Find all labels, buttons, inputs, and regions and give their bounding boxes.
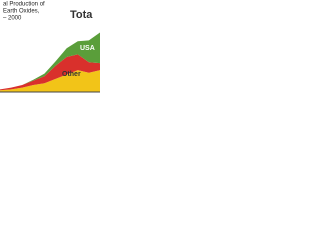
series-label: Other [62, 71, 81, 78]
chart-title-line: Earth Oxides, [3, 9, 40, 15]
series-label: USA [80, 45, 95, 52]
area [0, 32, 100, 90]
chart-title-line: – 2000 [3, 16, 22, 22]
chart-title-line: al Production of [3, 2, 45, 8]
area [0, 54, 100, 91]
chart: al Production of Earth Oxides, – 2000 To… [0, 0, 100, 100]
total-label: Tota [70, 9, 93, 21]
